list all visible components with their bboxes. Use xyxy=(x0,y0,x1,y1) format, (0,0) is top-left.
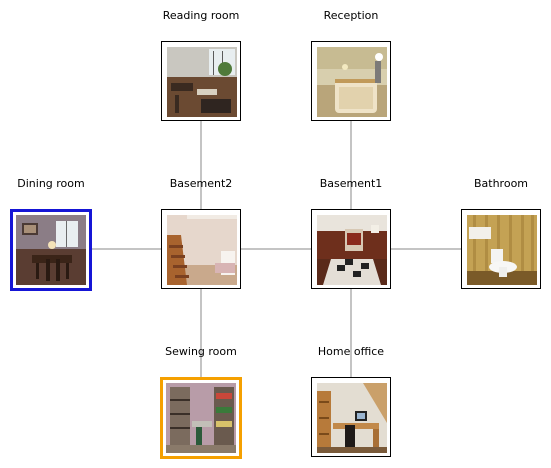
dining-room-node[interactable] xyxy=(10,209,92,291)
basement2-node[interactable] xyxy=(161,209,241,289)
dining-room-label: Dining room xyxy=(17,177,85,190)
reading-room-image xyxy=(167,47,237,117)
reception-image xyxy=(317,47,387,117)
reading-room-node[interactable] xyxy=(161,41,241,121)
home-office-node[interactable] xyxy=(311,377,391,457)
reading-room-label: Reading room xyxy=(162,9,240,22)
bathroom-node[interactable] xyxy=(461,209,541,289)
sewing-room-image xyxy=(166,383,236,453)
sewing-room-label: Sewing room xyxy=(165,345,237,358)
home-office-image xyxy=(317,383,387,453)
reception-label: Reception xyxy=(323,9,379,22)
basement1-image xyxy=(317,215,387,285)
basement2-image xyxy=(167,215,237,285)
bathroom-image xyxy=(467,215,537,285)
bathroom-label: Bathroom xyxy=(473,177,529,190)
home-office-label: Home office xyxy=(317,345,385,358)
sewing-room-node[interactable] xyxy=(160,377,242,459)
dining-room-image xyxy=(16,215,86,285)
basement1-label: Basement1 xyxy=(319,177,383,190)
basement1-node[interactable] xyxy=(311,209,391,289)
reception-node[interactable] xyxy=(311,41,391,121)
basement2-label: Basement2 xyxy=(169,177,233,190)
